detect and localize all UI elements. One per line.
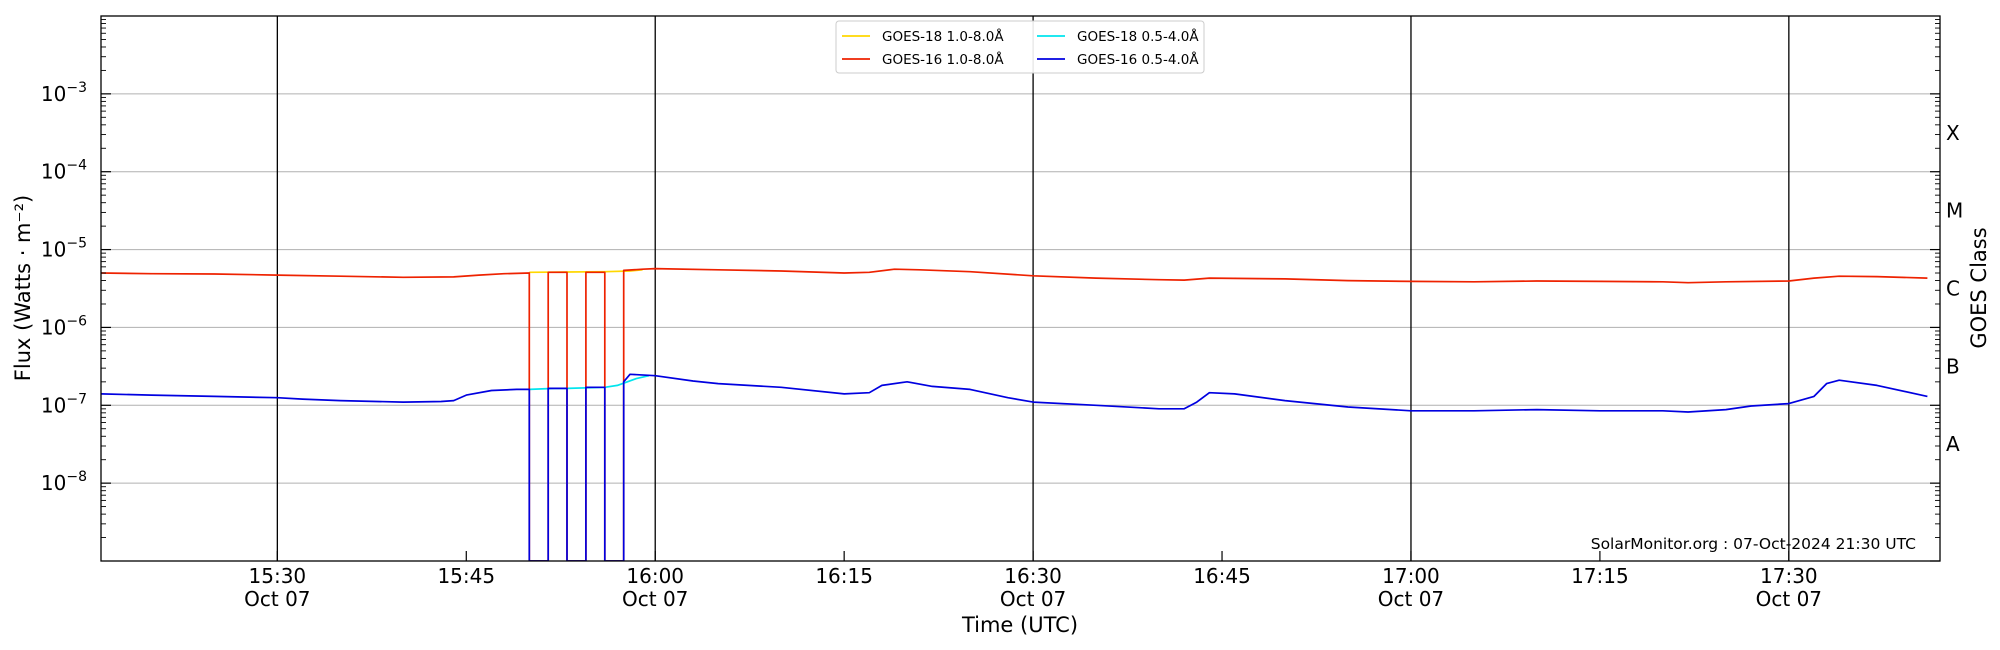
legend-label: GOES-18 1.0-8.0Å xyxy=(882,28,1004,45)
x-tick-label: 16:30 xyxy=(1004,564,1062,588)
plot-background xyxy=(101,16,1940,561)
goes-class-label: B xyxy=(1946,354,1960,378)
x-axis-title: Time (UTC) xyxy=(961,613,1078,637)
right-axis-title: GOES Class xyxy=(1967,227,1991,348)
x-tick-label: 17:30 xyxy=(1760,564,1818,588)
y-tick-label: 10−3 xyxy=(41,80,87,106)
legend-label: GOES-16 1.0-8.0Å xyxy=(882,51,1004,68)
x-tick-date-label: Oct 07 xyxy=(1756,587,1822,611)
x-tick-date-label: Oct 07 xyxy=(1378,587,1444,611)
legend: GOES-18 1.0-8.0Å GOES-18 0.5-4.0Å GOES-16 … xyxy=(835,20,1205,74)
goes-class-label: M xyxy=(1946,199,1963,223)
y-tick-label: 10−4 xyxy=(41,158,87,184)
x-tick-label: 16:45 xyxy=(1193,564,1251,588)
x-tick-label: 17:15 xyxy=(1571,564,1629,588)
series-line xyxy=(101,267,1928,561)
legend-label: GOES-18 0.5-4.0Å xyxy=(1077,28,1199,45)
x-tick-label: 16:15 xyxy=(815,564,873,588)
plot-frame xyxy=(100,15,1941,562)
grid-layer xyxy=(101,16,1940,561)
x-tick-date-label: Oct 07 xyxy=(244,587,310,611)
x-tick-date-label: Oct 07 xyxy=(622,587,688,611)
y-axis-title: Flux (Watts · m⁻²) xyxy=(11,195,35,381)
x-tick-label: 15:30 xyxy=(249,564,307,588)
x-tick-label: 16:00 xyxy=(626,564,684,588)
y-tick-label: 10−7 xyxy=(41,391,87,417)
ticks-layer xyxy=(101,19,1940,562)
goes-class-label: C xyxy=(1946,277,1960,301)
goes-class-label: X xyxy=(1946,121,1960,145)
y-tick-label: 10−5 xyxy=(41,236,87,262)
series-line xyxy=(101,373,1928,561)
y-tick-label: 10−6 xyxy=(41,313,87,339)
legend-label: GOES-16 0.5-4.0Å xyxy=(1077,51,1199,68)
legend-box xyxy=(835,20,1205,74)
x-tick-label: 15:45 xyxy=(437,564,495,588)
y-tick-label: 10−8 xyxy=(41,469,87,495)
series-layer xyxy=(101,267,1928,561)
x-tick-label: 17:00 xyxy=(1382,564,1440,588)
goes-class-label: A xyxy=(1946,432,1960,456)
source-annotation: SolarMonitor.org : 07-Oct-2024 21:30 UTC xyxy=(1591,535,1916,553)
x-tick-date-label: Oct 07 xyxy=(1000,587,1066,611)
